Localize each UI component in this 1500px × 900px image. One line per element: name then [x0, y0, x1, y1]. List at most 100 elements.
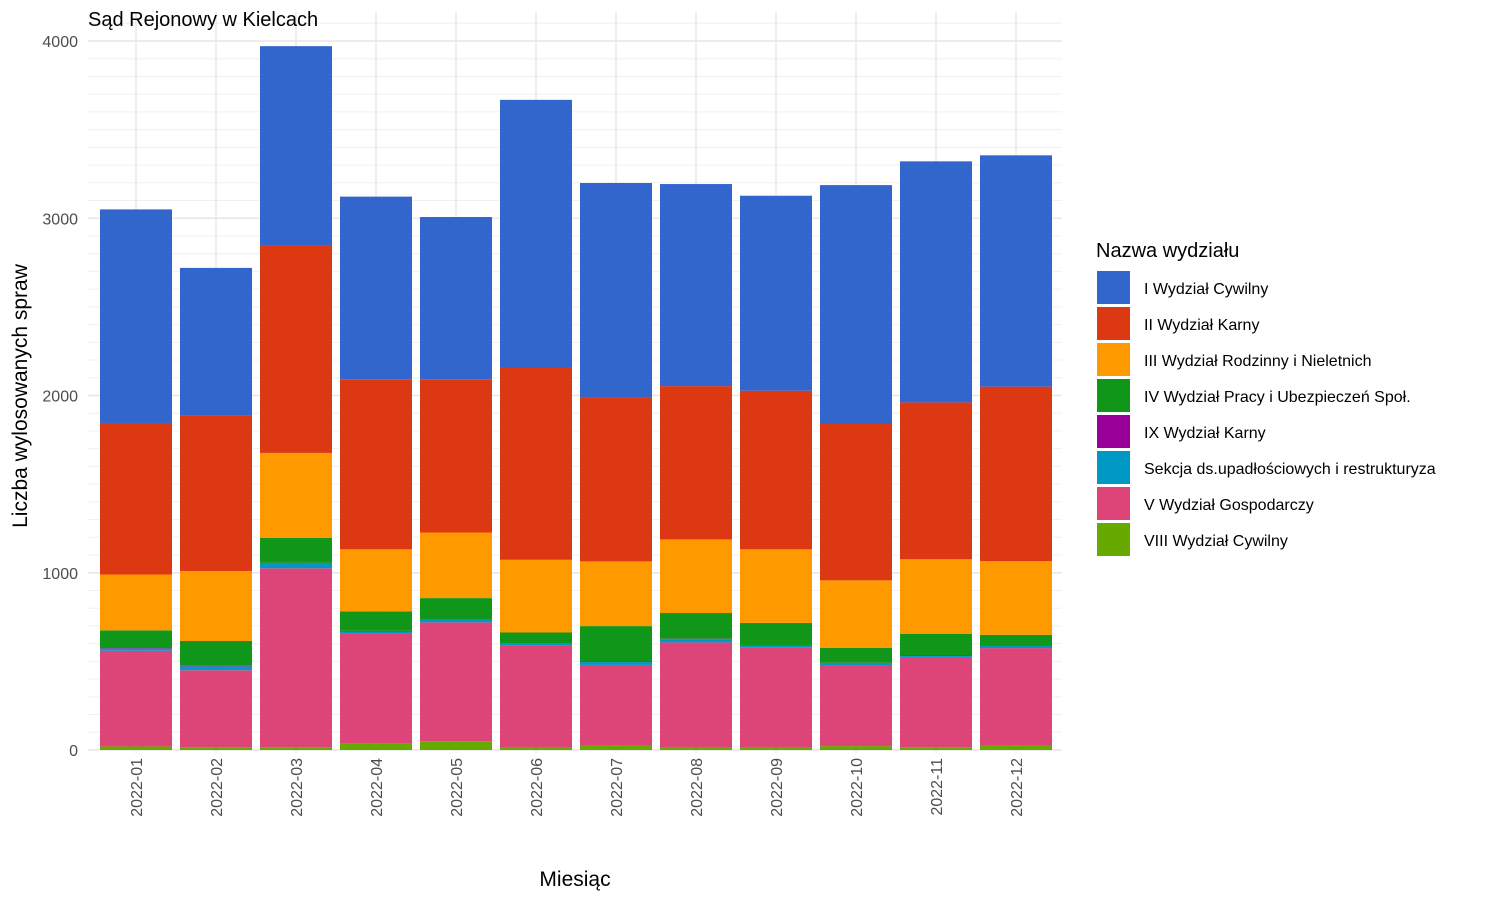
legend: Nazwa wydziału I Wydział Cywilny II Wydzi…	[1096, 240, 1436, 556]
bar-segment	[740, 549, 812, 623]
legend-item: V Wydział Gospodarczy	[1097, 487, 1314, 520]
bar-segment	[980, 745, 1052, 750]
bar-segment	[500, 559, 572, 633]
legend-swatch	[1097, 451, 1130, 484]
legend-item: IV Wydział Pracy i Ubezpieczeń Społ.	[1097, 379, 1411, 412]
bar-segment	[260, 562, 332, 564]
bar-segment	[340, 743, 412, 750]
bar-segment	[580, 397, 652, 562]
bar-segment	[260, 563, 332, 569]
bar-stack-2022-04	[340, 196, 412, 750]
bar-segment	[100, 422, 172, 575]
legend-label: VIII Wydział Cywilny	[1144, 533, 1288, 550]
bar-segment	[660, 747, 732, 750]
bar-segment	[340, 631, 412, 634]
legend-swatch	[1097, 487, 1130, 520]
bar-segment	[740, 747, 812, 750]
bar-stack-2022-09	[740, 195, 812, 750]
bar-segment	[340, 611, 412, 631]
bar-segment	[500, 367, 572, 560]
bar-segment	[740, 647, 812, 748]
bar-segment	[340, 379, 412, 550]
bar-stack-2022-03	[260, 46, 332, 750]
bar-segment	[420, 619, 492, 620]
legend-item: II Wydział Karny	[1097, 307, 1259, 340]
legend-swatch	[1097, 523, 1130, 556]
x-tick-label: 2022-06	[529, 758, 546, 817]
bar-segment	[500, 645, 572, 748]
bar-segment	[900, 633, 972, 655]
bar-segment	[740, 195, 812, 391]
bar-segment	[900, 747, 972, 750]
bar-segment	[660, 539, 732, 613]
bar-segment	[580, 626, 652, 662]
legend-item: Sekcja ds.upadłościowych i restrukturyza	[1097, 451, 1436, 484]
bar-segment	[420, 598, 492, 620]
x-axis-title: Miesiąc	[539, 868, 610, 891]
bar-segment	[260, 538, 332, 563]
bar-stack-2022-08	[660, 184, 732, 750]
legend-label: IX Wydział Karny	[1144, 425, 1266, 442]
bar-segment	[980, 386, 1052, 562]
x-tick-label: 2022-04	[369, 758, 386, 817]
bar-segment	[500, 99, 572, 368]
bar-segment	[500, 747, 572, 750]
bar-segment	[100, 209, 172, 423]
bar-segment	[420, 379, 492, 533]
bar-segment	[580, 561, 652, 627]
legend-swatch	[1097, 271, 1130, 304]
bar-segment	[340, 549, 412, 612]
bar-segment	[420, 217, 492, 380]
x-tick-label: 2022-09	[769, 758, 786, 817]
bar-segment	[980, 645, 1052, 649]
bar-stack-2022-06	[500, 99, 572, 750]
bar-segment	[100, 648, 172, 649]
bar-segment	[900, 655, 972, 657]
bar-segment	[900, 161, 972, 403]
bar-segment	[260, 452, 332, 539]
bar-segment	[740, 622, 812, 646]
bar-segment	[820, 423, 892, 581]
y-tick-label: 4000	[42, 34, 78, 51]
bar-segment	[980, 155, 1052, 387]
y-tick-label: 2000	[42, 389, 78, 406]
x-tick-label: 2022-05	[449, 758, 466, 817]
bar-segment	[180, 267, 252, 416]
legend-label: V Wydział Gospodarczy	[1144, 497, 1314, 514]
bar-segment	[180, 670, 252, 748]
legend-label: Sekcja ds.upadłościowych i restrukturyza	[1144, 461, 1436, 478]
legend-swatch	[1097, 379, 1130, 412]
legend-label: II Wydział Karny	[1144, 317, 1259, 334]
x-axis: 2022-01 2022-02 2022-03 2022-04 2022-05 2022-…	[129, 758, 1026, 817]
bar-segment	[100, 648, 172, 651]
bar-segment	[500, 643, 572, 646]
x-tick-label: 2022-03	[289, 758, 306, 817]
legend-label: I Wydział Cywilny	[1144, 281, 1268, 298]
y-axis-title: Liczba wylosowanych spraw	[9, 263, 32, 528]
bar-segment	[180, 640, 252, 666]
bar-stack-2022-12	[980, 155, 1052, 750]
bar-stack-2022-11	[900, 161, 972, 750]
bar-segment	[820, 580, 892, 648]
legend-swatch	[1097, 343, 1130, 376]
bar-stack-2022-02	[180, 267, 252, 750]
bar-segment	[660, 184, 732, 387]
x-tick-label: 2022-01	[129, 758, 146, 817]
bar-segment	[740, 390, 812, 550]
legend-item: VIII Wydział Cywilny	[1097, 523, 1288, 556]
bar-segment	[900, 402, 972, 560]
bar-stack-2022-07	[580, 182, 652, 750]
bar-segment	[420, 619, 492, 623]
bar-segment	[500, 643, 572, 644]
legend-swatch	[1097, 307, 1130, 340]
bar-segment	[660, 639, 732, 643]
bar-segment	[260, 245, 332, 453]
bar-segment	[500, 632, 572, 644]
bar-segment	[740, 645, 812, 646]
bar-segment	[180, 666, 252, 671]
x-tick-label: 2022-12	[1009, 758, 1026, 817]
bar-segment	[980, 634, 1052, 646]
x-tick-label: 2022-11	[929, 758, 946, 816]
bar-segment	[100, 630, 172, 649]
